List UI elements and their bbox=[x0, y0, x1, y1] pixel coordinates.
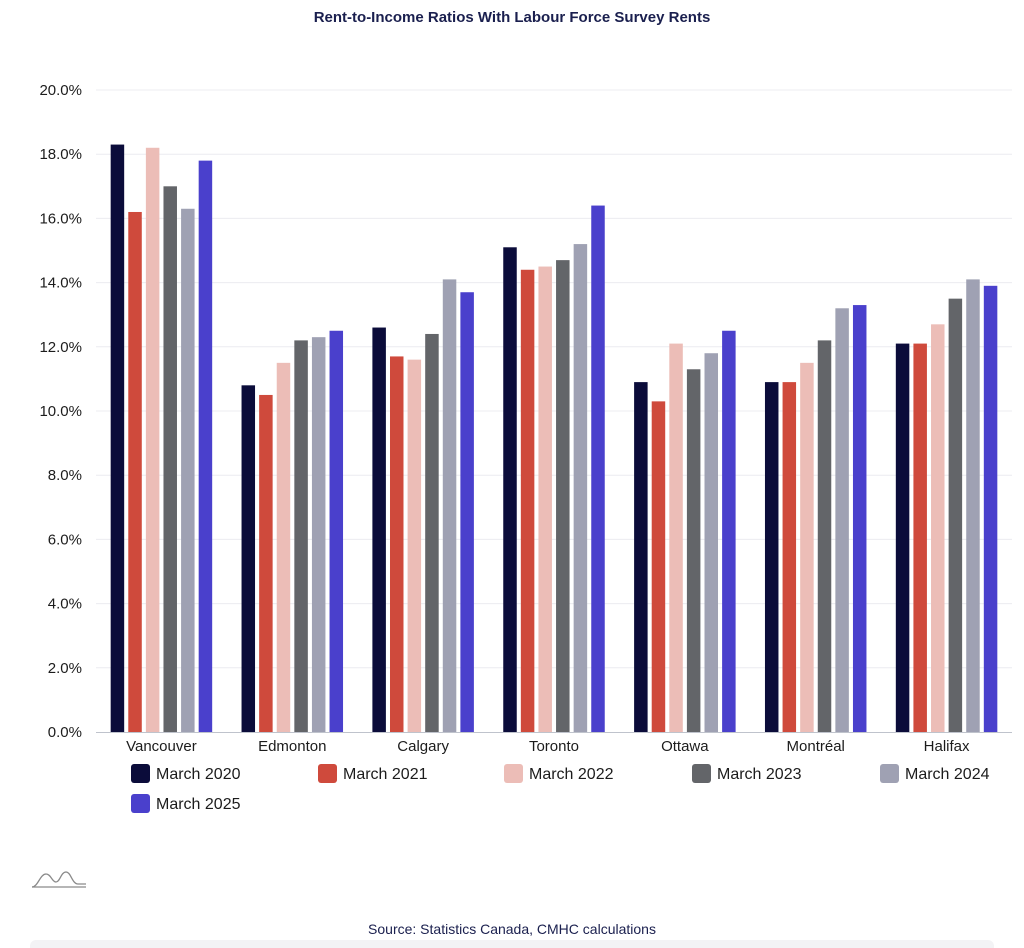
bar bbox=[241, 385, 256, 732]
x-tick-label: Vancouver bbox=[126, 738, 197, 755]
mountain-logo-icon bbox=[31, 871, 86, 888]
legend-swatch bbox=[880, 764, 899, 783]
legend-swatch bbox=[504, 764, 523, 783]
bar bbox=[198, 160, 213, 732]
bar bbox=[913, 343, 927, 732]
legend-swatch bbox=[318, 764, 337, 783]
y-tick-label: 0.0% bbox=[48, 724, 82, 741]
bar bbox=[460, 292, 474, 732]
bar bbox=[817, 340, 832, 732]
bar bbox=[181, 208, 195, 732]
bar bbox=[983, 285, 998, 732]
y-tick-label: 16.0% bbox=[39, 210, 82, 227]
bar bbox=[538, 266, 552, 732]
bar bbox=[556, 260, 570, 732]
x-tick-label: Ottawa bbox=[661, 738, 709, 755]
gridlines bbox=[96, 89, 1012, 669]
legend-label: March 2025 bbox=[156, 796, 241, 813]
legend-item[interactable]: March 2021 bbox=[318, 764, 428, 783]
bar bbox=[966, 279, 980, 732]
bar bbox=[704, 353, 719, 732]
bar bbox=[128, 211, 142, 733]
y-tick-label: 6.0% bbox=[48, 531, 82, 548]
legend-label: March 2024 bbox=[905, 766, 990, 783]
y-tick-label: 12.0% bbox=[39, 339, 82, 356]
bar bbox=[145, 147, 160, 732]
bar bbox=[686, 369, 701, 732]
x-tick-label: Halifax bbox=[924, 738, 970, 755]
bar bbox=[407, 359, 422, 732]
bar bbox=[389, 356, 404, 732]
bar bbox=[835, 308, 849, 732]
legend-label: March 2023 bbox=[717, 766, 802, 783]
bar bbox=[329, 330, 344, 732]
legend-swatch bbox=[131, 794, 150, 813]
bar bbox=[294, 340, 308, 732]
bar bbox=[425, 333, 439, 732]
bar bbox=[782, 382, 797, 732]
bar bbox=[852, 305, 867, 732]
bar bbox=[669, 343, 683, 732]
source-note: Source: Statistics Canada, CMHC calculat… bbox=[368, 921, 656, 937]
bar bbox=[591, 205, 605, 732]
bar bbox=[503, 247, 517, 733]
bar bbox=[895, 343, 910, 732]
y-tick-label: 18.0% bbox=[39, 146, 82, 163]
y-tick-label: 4.0% bbox=[48, 596, 82, 613]
bar bbox=[520, 269, 535, 732]
footer-bar bbox=[30, 940, 994, 948]
legend-item[interactable]: March 2020 bbox=[131, 764, 241, 783]
bar bbox=[722, 330, 736, 732]
bar bbox=[259, 394, 273, 732]
bar bbox=[163, 186, 177, 733]
legend-label: March 2021 bbox=[343, 766, 428, 783]
bar bbox=[110, 144, 125, 732]
legend-label: March 2022 bbox=[529, 766, 614, 783]
bar bbox=[276, 362, 291, 732]
legend: March 2020 March 2021 March 2022 March 2023… bbox=[131, 764, 990, 813]
bar bbox=[764, 382, 779, 732]
y-axis: 0.0% 2.0% 4.0% 6.0% 8.0% 10.0% 12.0% 14.0% 16.0%… bbox=[39, 82, 82, 741]
chart-title: Rent-to-Income Ratios With Labour Force … bbox=[313, 9, 711, 26]
x-tick-label: Edmonton bbox=[258, 738, 326, 755]
y-tick-label: 20.0% bbox=[39, 82, 82, 99]
bar bbox=[634, 382, 648, 732]
bar bbox=[800, 362, 814, 732]
bar bbox=[372, 327, 386, 732]
x-tick-label: Montréal bbox=[787, 738, 845, 755]
y-tick-label: 2.0% bbox=[48, 660, 82, 677]
y-tick-label: 10.0% bbox=[39, 403, 82, 420]
bar bbox=[573, 244, 588, 732]
y-tick-label: 14.0% bbox=[39, 275, 82, 292]
x-tick-label: Toronto bbox=[529, 738, 579, 755]
x-axis: Vancouver Edmonton Calgary Toronto Ottawa Mon… bbox=[96, 732, 1012, 755]
legend-label: March 2020 bbox=[156, 766, 241, 783]
bar bbox=[931, 324, 945, 732]
bar bbox=[948, 298, 963, 732]
bar bbox=[651, 401, 666, 732]
x-tick-label: Calgary bbox=[397, 738, 449, 755]
bars bbox=[110, 144, 998, 733]
y-tick-label: 8.0% bbox=[48, 467, 82, 484]
bar bbox=[311, 337, 326, 732]
legend-swatch bbox=[692, 764, 711, 783]
legend-swatch bbox=[131, 764, 150, 783]
bar bbox=[442, 279, 457, 732]
legend-item[interactable]: March 2023 bbox=[692, 764, 802, 783]
legend-item[interactable]: March 2022 bbox=[504, 764, 614, 783]
legend-item[interactable]: March 2025 bbox=[131, 794, 241, 813]
legend-item[interactable]: March 2024 bbox=[880, 764, 990, 783]
